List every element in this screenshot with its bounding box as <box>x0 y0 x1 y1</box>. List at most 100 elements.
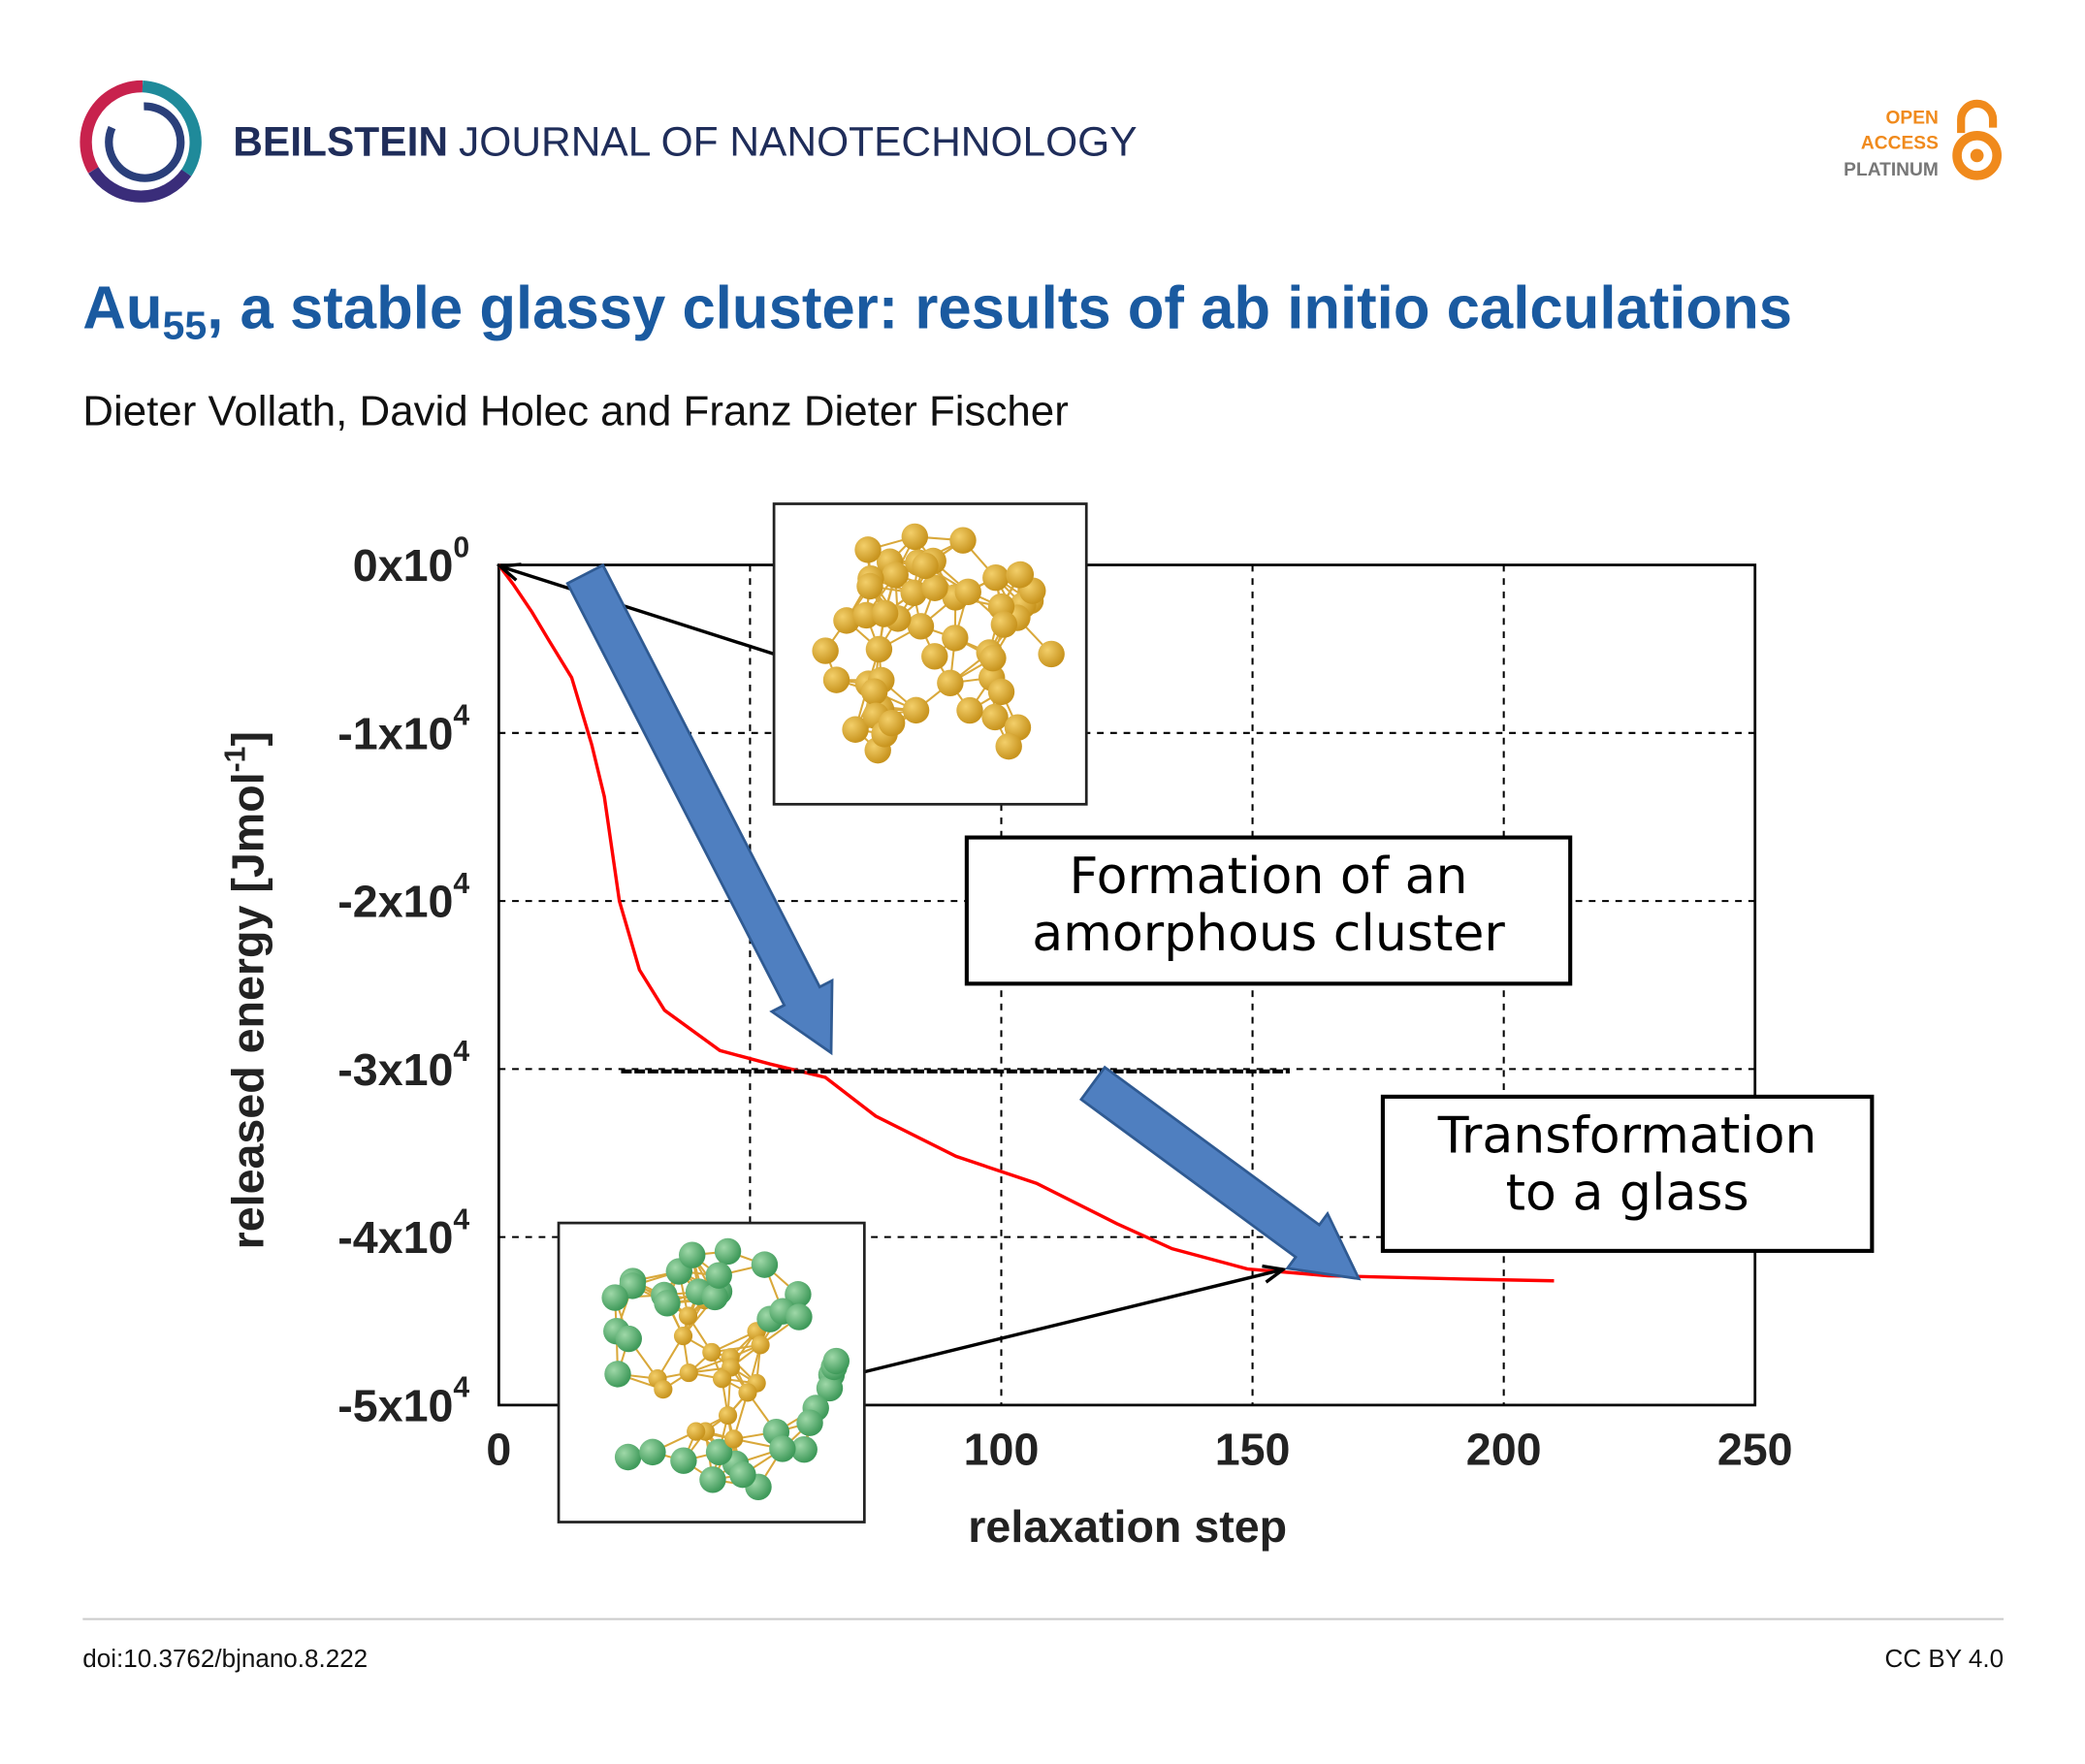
atom <box>701 1283 728 1311</box>
title-subscript: 55 <box>163 304 208 348</box>
atom <box>865 635 893 663</box>
badge-line: PLATINUM <box>1844 160 1939 180</box>
atom <box>949 527 977 554</box>
atom <box>822 1347 850 1375</box>
atom <box>724 1429 744 1449</box>
y-tick-exponent: 4 <box>453 1036 469 1068</box>
atom <box>712 1369 732 1389</box>
atom <box>878 709 906 737</box>
atom <box>751 1251 779 1278</box>
atom <box>990 611 1018 638</box>
y-axis-label: released energy [Jmol-1] <box>220 731 273 1249</box>
annotation-line: Formation of an <box>1069 848 1467 906</box>
atom <box>718 1405 738 1426</box>
y-tick-mantissa: -2x10 <box>337 877 453 927</box>
x-tick-label: 250 <box>1717 1425 1793 1475</box>
journal-name: BEILSTEIN JOURNAL OF NANOTECHNOLOGY <box>233 119 1137 165</box>
x-axis-label: relaxation step <box>968 1501 1287 1552</box>
atom <box>679 1241 706 1268</box>
trend-arrow <box>565 562 834 1056</box>
atom <box>842 716 869 743</box>
atom <box>822 666 850 693</box>
atom <box>954 578 981 606</box>
pointer-arrow <box>863 1267 1284 1374</box>
atom <box>902 696 930 724</box>
pointer-arrow <box>499 564 775 657</box>
atom <box>699 1466 726 1493</box>
license: CC BY 4.0 <box>1885 1644 2005 1673</box>
badge-line: ACCESS <box>1861 134 1939 154</box>
annotation-line: to a glass <box>1506 1164 1749 1222</box>
atom <box>882 561 909 589</box>
journal-bold: BEILSTEIN <box>233 119 448 165</box>
y-tick-mantissa: -4x10 <box>337 1212 453 1263</box>
atom <box>956 696 983 724</box>
atom <box>687 1422 706 1441</box>
atom <box>604 1361 631 1388</box>
y-tick-mantissa: 0x10 <box>353 540 454 591</box>
atom <box>942 625 969 652</box>
atom <box>705 1438 733 1466</box>
atom <box>786 1303 813 1331</box>
atom <box>654 1380 673 1399</box>
atom <box>790 1435 818 1463</box>
atom <box>702 1342 722 1363</box>
authors: Dieter Vollath, David Holec and Franz Di… <box>82 388 1068 435</box>
atom <box>601 1284 628 1311</box>
y-tick-label: -1x104 <box>337 700 469 759</box>
atom <box>854 536 882 563</box>
y-axis-label-sup: -1 <box>220 747 252 773</box>
open-access-badge: OPEN ACCESS PLATINUM <box>1844 99 2003 180</box>
y-axis-label-end: ] <box>223 731 273 747</box>
annotation-line: Transformation <box>1437 1107 1817 1165</box>
y-tick-label: -2x104 <box>337 868 469 927</box>
y-tick-exponent: 4 <box>453 1372 469 1404</box>
title-prefix: Au <box>82 275 162 342</box>
atom <box>705 1262 732 1289</box>
pointer-arrowhead <box>1262 1264 1288 1284</box>
atom <box>900 579 927 607</box>
y-tick-mantissa: -1x10 <box>337 708 453 758</box>
atom <box>678 1306 698 1326</box>
atom <box>679 1363 698 1383</box>
atom <box>654 1290 681 1317</box>
atom <box>738 1383 757 1402</box>
atom <box>1007 561 1035 589</box>
atom <box>1038 640 1065 668</box>
y-tick-exponent: 4 <box>453 1203 469 1235</box>
atom <box>982 563 1010 592</box>
atom <box>921 574 948 601</box>
y-axis-label-text: released energy [Jmol <box>223 772 273 1249</box>
atom <box>812 637 839 664</box>
atom <box>907 613 935 640</box>
y-tick-mantissa: -3x10 <box>337 1044 453 1095</box>
atom <box>615 1325 642 1353</box>
journal-rest: JOURNAL OF NANOTECHNOLOGY <box>459 119 1138 165</box>
atom <box>995 732 1022 760</box>
y-tick-mantissa: -5x10 <box>337 1380 453 1430</box>
atom <box>856 572 883 600</box>
y-tick-label: -5x104 <box>337 1372 469 1431</box>
annotation-line: amorphous cluster <box>1032 905 1505 963</box>
atom <box>816 1374 844 1402</box>
atom <box>987 678 1015 706</box>
atom <box>912 552 939 580</box>
atom <box>860 678 888 705</box>
journal-logo <box>80 80 202 203</box>
atom <box>729 1460 756 1489</box>
badge-line: OPEN <box>1886 108 1939 128</box>
y-tick-label: -3x104 <box>337 1036 469 1095</box>
doi: doi:10.3762/bjnano.8.222 <box>82 1644 368 1673</box>
x-tick-label: 200 <box>1466 1425 1542 1475</box>
data-line <box>497 563 1555 1283</box>
atom <box>796 1409 823 1436</box>
title: Au55, a stable glassy cluster: results o… <box>82 275 1792 348</box>
x-tick-label: 0 <box>486 1425 511 1475</box>
plot-frame <box>497 563 1757 1407</box>
atom <box>670 1447 697 1474</box>
atom <box>714 1237 742 1266</box>
atom <box>981 703 1009 731</box>
x-tick-label: 100 <box>964 1425 1040 1475</box>
